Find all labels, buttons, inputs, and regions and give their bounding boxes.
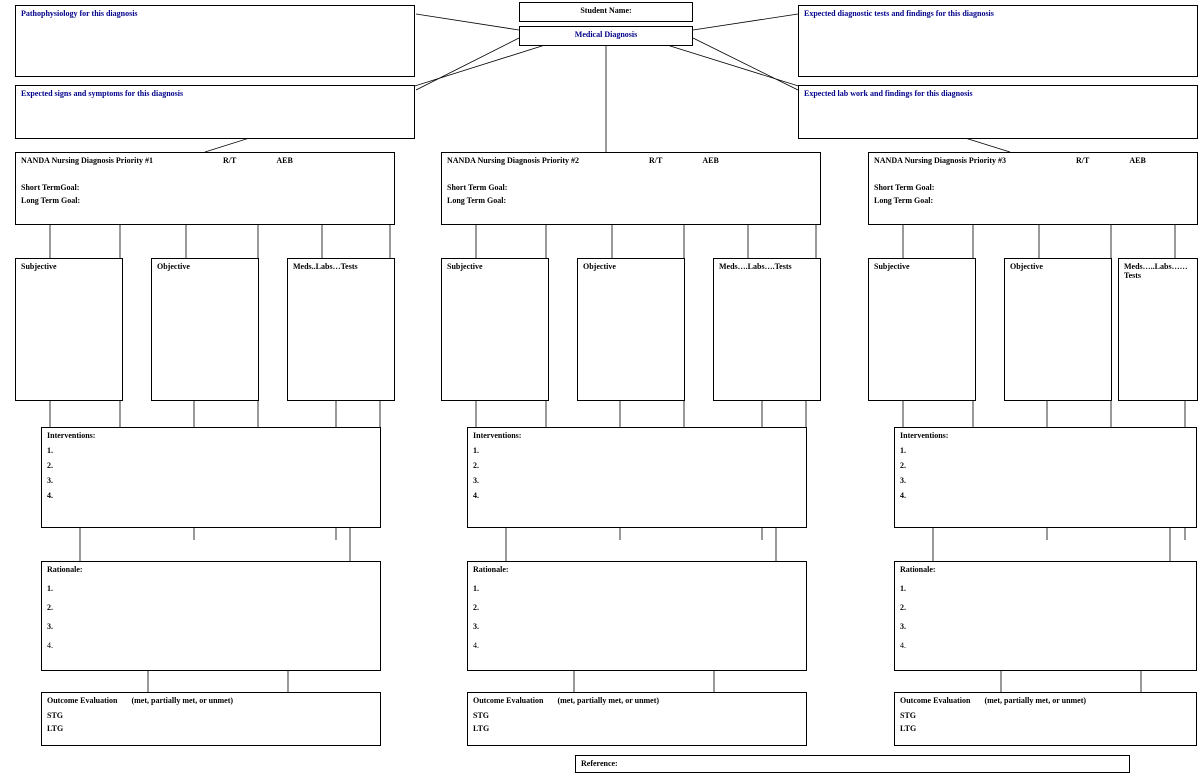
outcome-3[interactable]: Outcome Evaluation (met, partially met, …	[894, 692, 1197, 746]
objective-3[interactable]: Objective	[1004, 258, 1112, 401]
rationale-title-2: Rationale:	[473, 565, 801, 574]
subjective-1[interactable]: Subjective	[15, 258, 123, 401]
interventions-1[interactable]: Interventions: 1. 2. 3. 4.	[41, 427, 381, 528]
stg-label-1: Short TermGoal:	[21, 183, 389, 192]
rationale-2[interactable]: Rationale: 1. 2. 3. 4.	[467, 561, 807, 671]
interventions-2[interactable]: Interventions: 1. 2. 3. 4.	[467, 427, 807, 528]
outcome-2[interactable]: Outcome Evaluation (met, partially met, …	[467, 692, 807, 746]
nanda-aeb-3: AEB	[1129, 156, 1145, 165]
student-name-field[interactable]: Student Name:	[519, 2, 693, 22]
interventions-title-1: Interventions:	[47, 431, 375, 440]
ltg-label-1: Long Term Goal:	[21, 196, 389, 205]
rationale-3[interactable]: Rationale: 1. 2. 3. 4.	[894, 561, 1197, 671]
subjective-2[interactable]: Subjective	[441, 258, 549, 401]
stg-label-3: Short Term Goal:	[874, 183, 1192, 192]
nanda-box-2[interactable]: NANDA Nursing Diagnosis Priority #2 R/T …	[441, 152, 821, 225]
nanda-rt-2: R/T	[649, 156, 662, 165]
pathophysiology-box[interactable]: Pathophysiology for this diagnosis	[15, 5, 415, 77]
nanda-box-3[interactable]: NANDA Nursing Diagnosis Priority #3 R/T …	[868, 152, 1198, 225]
meds-3[interactable]: Meds…..Labs……Tests	[1118, 258, 1198, 401]
nanda-aeb-2: AEB	[702, 156, 718, 165]
lab-work-box[interactable]: Expected lab work and findings for this …	[798, 85, 1198, 139]
nanda-title-1: NANDA Nursing Diagnosis Priority #1	[21, 156, 153, 165]
outcome-title-3: Outcome Evaluation	[900, 696, 970, 705]
reference-box[interactable]: Reference:	[575, 755, 1130, 773]
nanda-box-1[interactable]: NANDA Nursing Diagnosis Priority #1 R/T …	[15, 152, 395, 225]
ltg-label-3: Long Term Goal:	[874, 196, 1192, 205]
medical-diagnosis-field[interactable]: Medical Diagnosis	[519, 26, 693, 46]
nanda-title-3: NANDA Nursing Diagnosis Priority #3	[874, 156, 1006, 165]
diagnostic-tests-box[interactable]: Expected diagnostic tests and findings f…	[798, 5, 1198, 77]
meds-2[interactable]: Meds….Labs….Tests	[713, 258, 821, 401]
meds-1[interactable]: Meds..Labs…Tests	[287, 258, 395, 401]
rationale-title-1: Rationale:	[47, 565, 375, 574]
nanda-rt-1: R/T	[223, 156, 236, 165]
ltg-label-2: Long Term Goal:	[447, 196, 815, 205]
outcome-title-2: Outcome Evaluation	[473, 696, 543, 705]
nanda-aeb-1: AEB	[276, 156, 292, 165]
outcome-title-1: Outcome Evaluation	[47, 696, 117, 705]
rationale-title-3: Rationale:	[900, 565, 1191, 574]
objective-1[interactable]: Objective	[151, 258, 259, 401]
interventions-title-2: Interventions:	[473, 431, 801, 440]
interventions-title-3: Interventions:	[900, 431, 1191, 440]
outcome-1[interactable]: Outcome Evaluation (met, partially met, …	[41, 692, 381, 746]
rationale-1[interactable]: Rationale: 1. 2. 3. 4.	[41, 561, 381, 671]
nanda-rt-3: R/T	[1076, 156, 1089, 165]
signs-symptoms-box[interactable]: Expected signs and symptoms for this dia…	[15, 85, 415, 139]
nanda-title-2: NANDA Nursing Diagnosis Priority #2	[447, 156, 579, 165]
objective-2[interactable]: Objective	[577, 258, 685, 401]
subjective-3[interactable]: Subjective	[868, 258, 976, 401]
stg-label-2: Short Term Goal:	[447, 183, 815, 192]
interventions-3[interactable]: Interventions: 1. 2. 3. 4.	[894, 427, 1197, 528]
